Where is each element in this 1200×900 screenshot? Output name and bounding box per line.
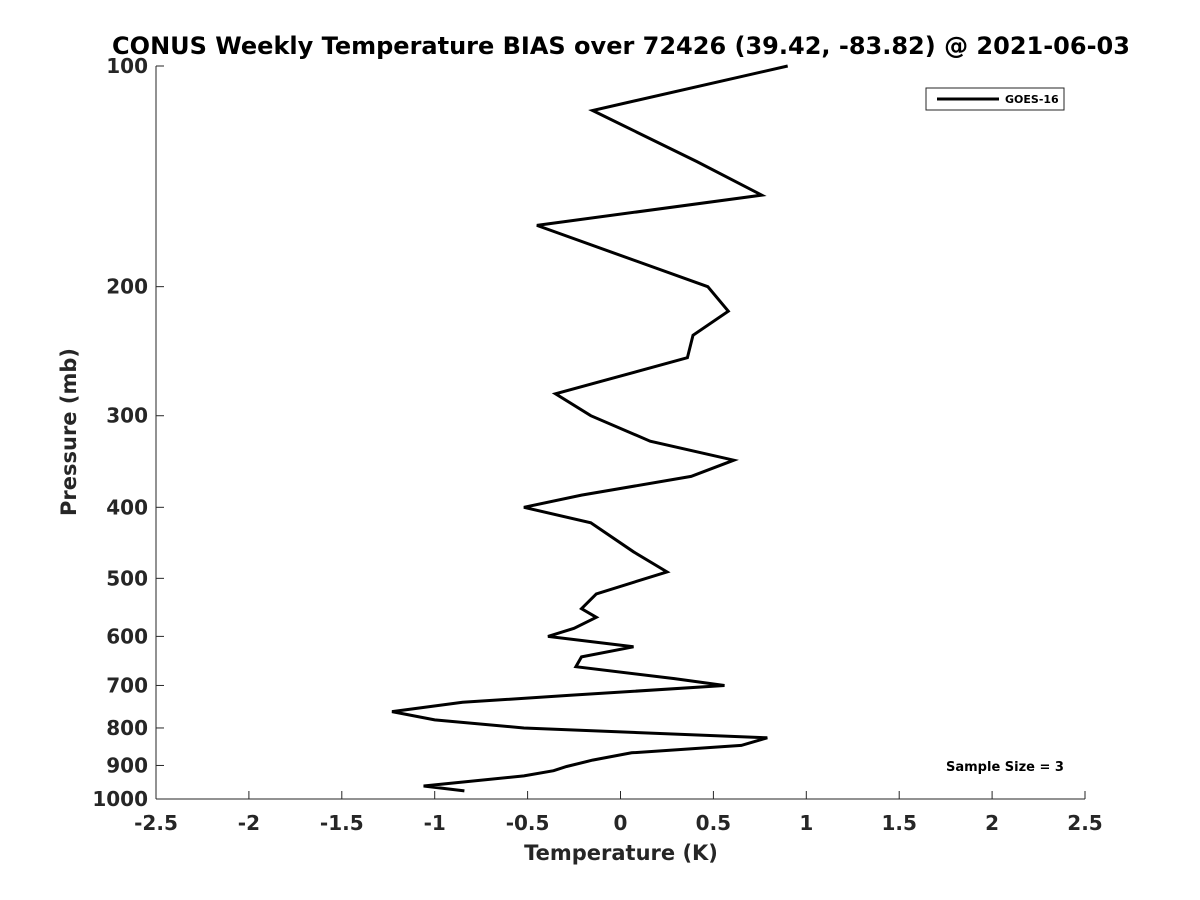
y-tick-label: 600 xyxy=(106,624,148,648)
y-tick-label: 500 xyxy=(106,566,148,590)
x-ticks: -2.5 -2 -1.5 -1 -0.5 0 0.5 1 1.5 2 2.5 xyxy=(134,791,1103,835)
x-tick-label: 2 xyxy=(985,811,999,835)
y-tick-label: 700 xyxy=(106,673,148,697)
y-tick-label: 800 xyxy=(106,716,148,740)
y-tick-label: 900 xyxy=(106,753,148,777)
y-ticks: 100 200 300 400 500 600 700 800 900 1000 xyxy=(92,54,164,811)
sample-size-annotation: Sample Size = 3 xyxy=(946,760,1064,775)
x-tick-label: -1.5 xyxy=(320,811,364,835)
x-tick-label: -0.5 xyxy=(506,811,550,835)
y-tick-label: 300 xyxy=(106,404,148,428)
x-tick-label: 0 xyxy=(614,811,628,835)
y-axis-label: Pressure (mb) xyxy=(57,348,81,516)
y-tick-label: 200 xyxy=(106,275,148,299)
y-tick-label: 100 xyxy=(106,54,148,78)
x-tick-label: 1 xyxy=(799,811,813,835)
x-axis-label: Temperature (K) xyxy=(524,841,718,865)
series-layer xyxy=(391,64,789,793)
chart-title: CONUS Weekly Temperature BIAS over 72426… xyxy=(112,32,1130,60)
series-line xyxy=(391,64,789,793)
x-tick-label: 2.5 xyxy=(1067,811,1102,835)
y-tick-label: 400 xyxy=(106,495,148,519)
x-tick-label: 1.5 xyxy=(881,811,916,835)
x-tick-label: -2.5 xyxy=(134,811,178,835)
x-tick-label: 0.5 xyxy=(696,811,731,835)
legend-label: GOES-16 xyxy=(1005,93,1059,106)
legend: GOES-16 xyxy=(925,87,1065,111)
x-tick-label: -2 xyxy=(238,811,260,835)
y-tick-label: 1000 xyxy=(92,787,148,811)
x-tick-label: -1 xyxy=(424,811,446,835)
